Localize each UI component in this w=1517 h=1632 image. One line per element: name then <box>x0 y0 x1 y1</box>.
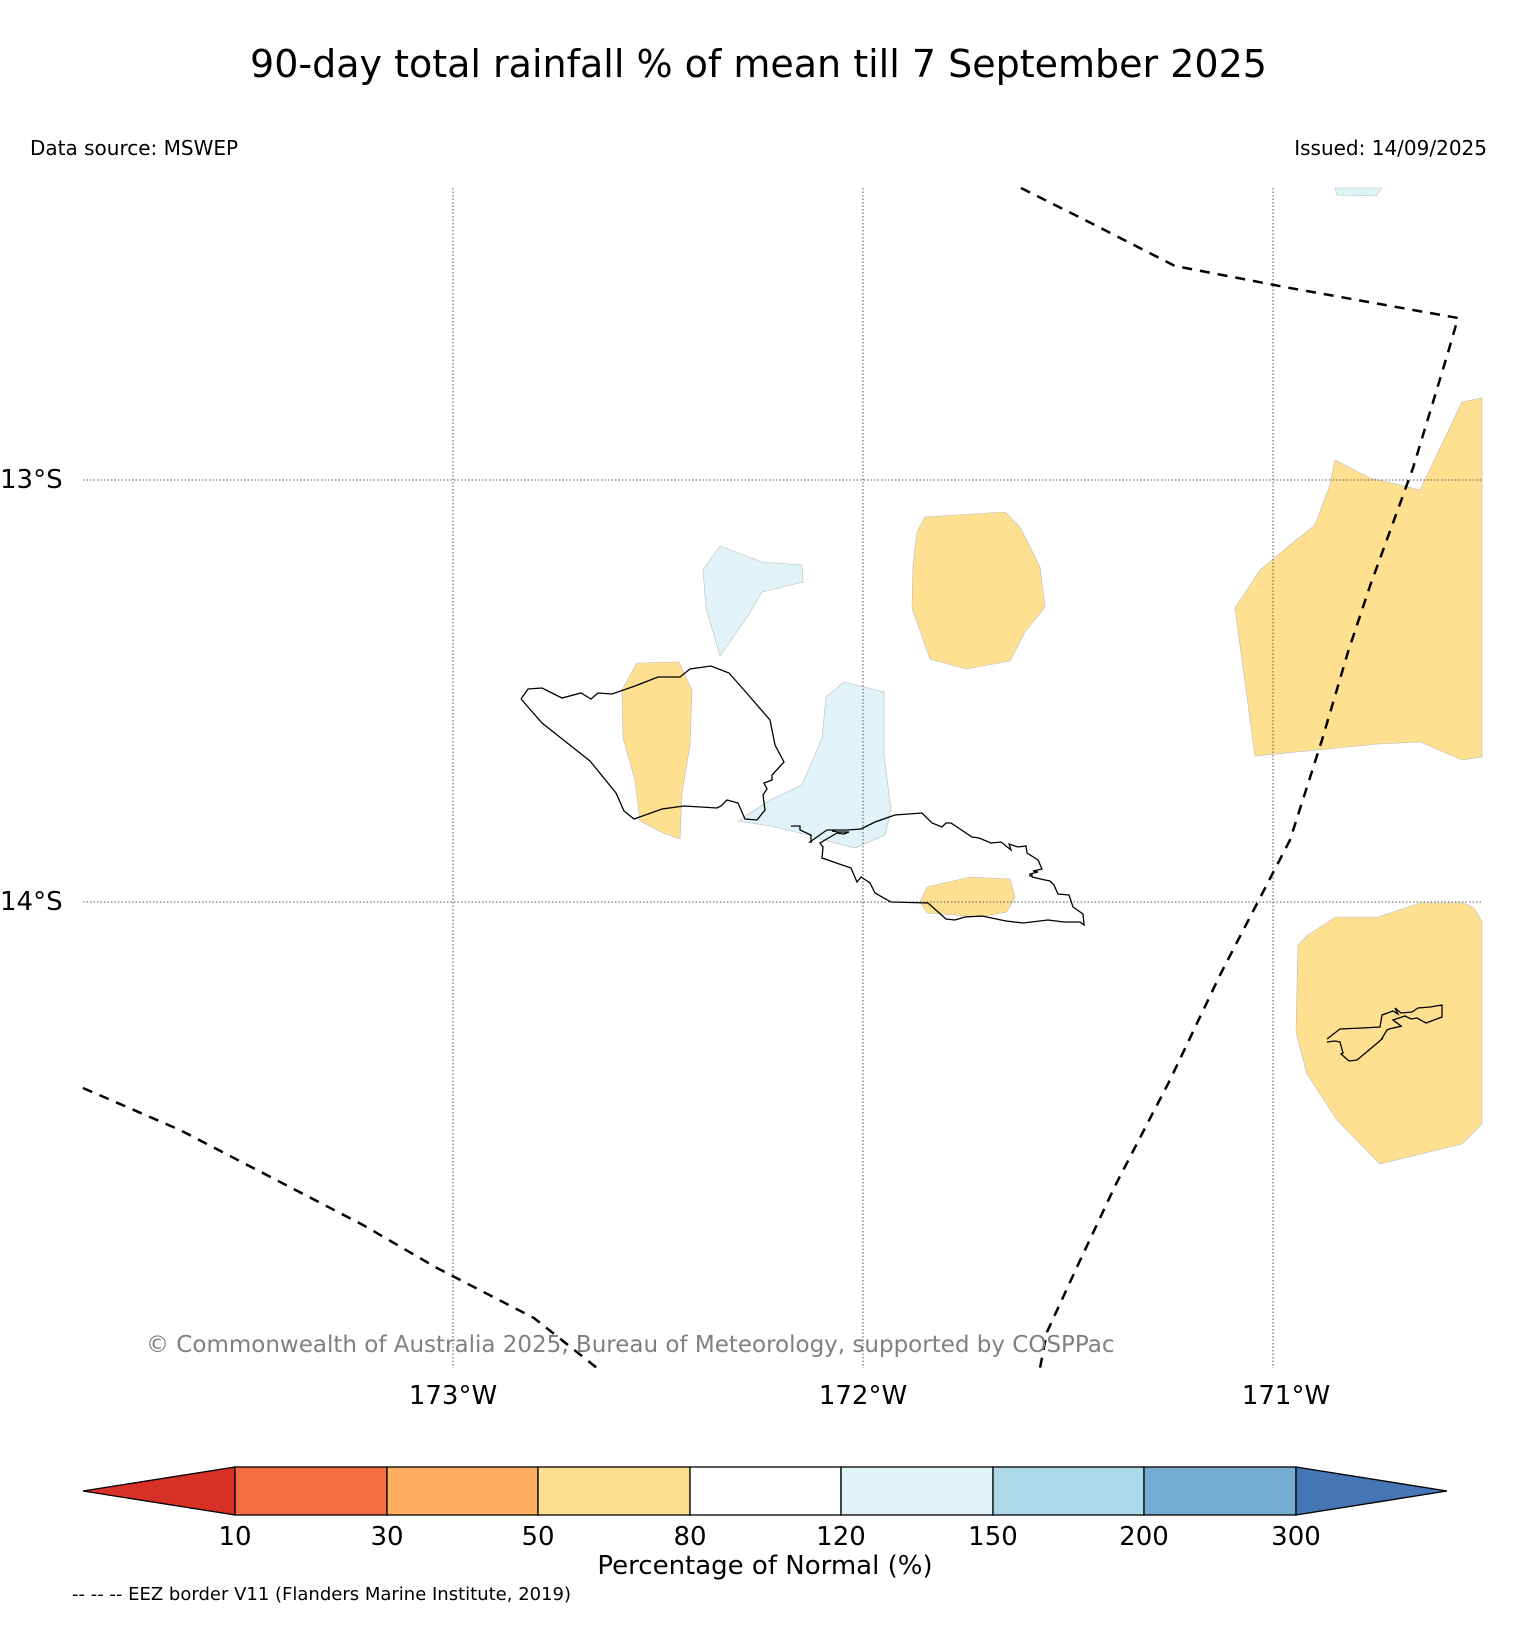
graticule <box>83 188 1482 1368</box>
tutuila-coastline <box>1326 1004 1443 1062</box>
region-wet-north <box>702 545 804 657</box>
colorbar <box>82 1466 1448 1516</box>
colorbar-bin-10-30 <box>234 1466 388 1516</box>
region-dry-south-coast <box>919 876 1016 918</box>
region-wet-top-right <box>1334 187 1383 197</box>
lat-label-14s: 14°S <box>0 887 63 917</box>
colorbar-tick-300: 300 <box>1271 1522 1321 1552</box>
lat-axis-labels: 13°S 14°S <box>0 465 63 917</box>
eez-footnote: -- -- -- EEZ border V11 (Flanders Marine… <box>72 1584 572 1605</box>
region-dry-north-central <box>911 511 1046 670</box>
lon-label-172w: 172°W <box>819 1381 907 1411</box>
region-wet-central <box>737 681 892 849</box>
region-dry-east <box>1234 397 1483 761</box>
colorbar-tick-50: 50 <box>521 1522 554 1552</box>
colorbar-bin-200-300 <box>1143 1466 1297 1516</box>
savaii-coastline <box>520 665 785 821</box>
colorbar-tick-30: 30 <box>370 1522 403 1552</box>
lat-label-13s: 13°S <box>0 465 63 495</box>
issued-date-label: Issued: 14/09/2025 <box>1294 136 1487 160</box>
coastlines <box>520 665 1443 1062</box>
rainfall-regions <box>621 187 1483 1165</box>
colorbar-extend-high <box>1295 1466 1448 1516</box>
colorbar-tick-80: 80 <box>673 1522 706 1552</box>
upolu-coastline <box>791 812 1085 927</box>
colorbar-bin-150-200 <box>992 1466 1145 1516</box>
eez-borders <box>82 186 1460 1369</box>
lon-axis-labels: 173°W 172°W 171°W <box>409 1381 1330 1411</box>
lon-label-173w: 173°W <box>409 1381 497 1411</box>
eez-border-northeast <box>1020 186 1460 1369</box>
colorbar-tick-200: 200 <box>1119 1522 1169 1552</box>
copyright-notice: © Commonwealth of Australia 2025, Bureau… <box>146 1332 1115 1358</box>
region-dry-west-island <box>621 661 693 840</box>
colorbar-extend-low <box>82 1466 236 1516</box>
colorbar-bin-80-120 <box>689 1466 842 1516</box>
data-source-label: Data source: MSWEP <box>30 136 239 160</box>
colorbar-bin-120-150 <box>840 1466 994 1516</box>
colorbar-tick-10: 10 <box>218 1522 251 1552</box>
region-dry-south-east <box>1295 902 1483 1165</box>
colorbar-tick-120: 120 <box>816 1522 866 1552</box>
map-title: 90-day total rainfall % of mean till 7 S… <box>250 42 1267 86</box>
colorbar-bin-30-50 <box>386 1466 539 1516</box>
colorbar-tick-150: 150 <box>968 1522 1018 1552</box>
eez-border-southwest <box>82 1086 598 1369</box>
colorbar-ticks: 10 30 50 80 120 150 200 300 <box>218 1522 1320 1552</box>
lon-label-171w: 171°W <box>1242 1381 1330 1411</box>
colorbar-label: Percentage of Normal (%) <box>597 1551 932 1581</box>
colorbar-bin-50-80 <box>537 1466 691 1516</box>
